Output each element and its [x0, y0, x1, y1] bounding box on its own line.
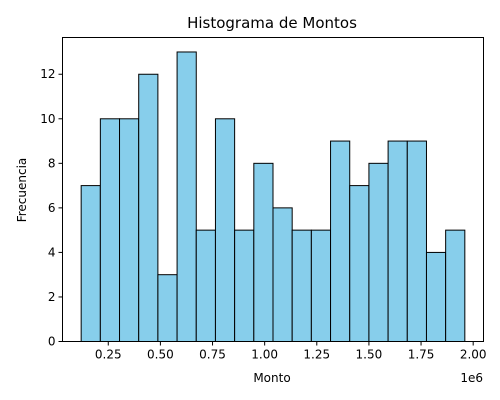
histogram-bar	[349, 185, 370, 342]
histogram-bar	[80, 185, 101, 342]
y-axis-label: Frecuencia	[15, 158, 29, 223]
bars-layer	[80, 51, 466, 343]
x-tick-label: 1.75	[408, 348, 435, 362]
y-tick-label: 6	[48, 201, 56, 215]
histogram-bar	[99, 118, 121, 343]
chart-title: Histograma de Montos	[187, 14, 357, 32]
histogram-bar	[253, 162, 274, 342]
y-tick-label: 8	[48, 156, 56, 170]
y-tick-label: 2	[48, 290, 56, 304]
histogram-bar	[310, 229, 332, 342]
histogram-bar	[176, 51, 197, 342]
histogram-bar	[234, 229, 255, 342]
x-axis-label: Monto	[253, 371, 290, 385]
y-tick-label: 4	[48, 245, 56, 259]
histogram-bar	[445, 229, 466, 342]
x-tick-label: 0.75	[199, 348, 226, 362]
x-tick-label: 1.25	[303, 348, 330, 362]
histogram-bar	[272, 207, 293, 342]
x-tick-label: 1.00	[251, 348, 278, 362]
y-tick-label: 0	[48, 335, 56, 349]
x-offset-text: 1e6	[460, 371, 483, 385]
axes-frame	[62, 37, 484, 342]
x-tick-label: 0.25	[95, 348, 122, 362]
histogram-bar	[195, 229, 216, 342]
x-tick-label: 1.50	[356, 348, 383, 362]
y-tick-label: 12	[40, 67, 55, 81]
histogram-bar	[119, 118, 140, 343]
histogram-bar	[406, 140, 427, 342]
histogram-bar	[425, 251, 447, 342]
histogram-bar	[214, 118, 236, 343]
histogram-bar	[157, 274, 178, 342]
histogram-bar	[138, 73, 159, 342]
histogram-bar	[291, 229, 312, 342]
histogram-bar	[387, 140, 408, 342]
ticks-layer: 0.25 0.50 0.75 1.00 1.25 1.50 1.75 2.00 0 2 4 6 8 10 1…	[40, 67, 486, 361]
histogram-bar	[330, 140, 351, 342]
histogram-bar	[368, 162, 389, 342]
x-tick-label: 0.50	[147, 348, 174, 362]
x-tick-label: 2.00	[460, 348, 487, 362]
y-tick-label: 10	[40, 112, 55, 126]
